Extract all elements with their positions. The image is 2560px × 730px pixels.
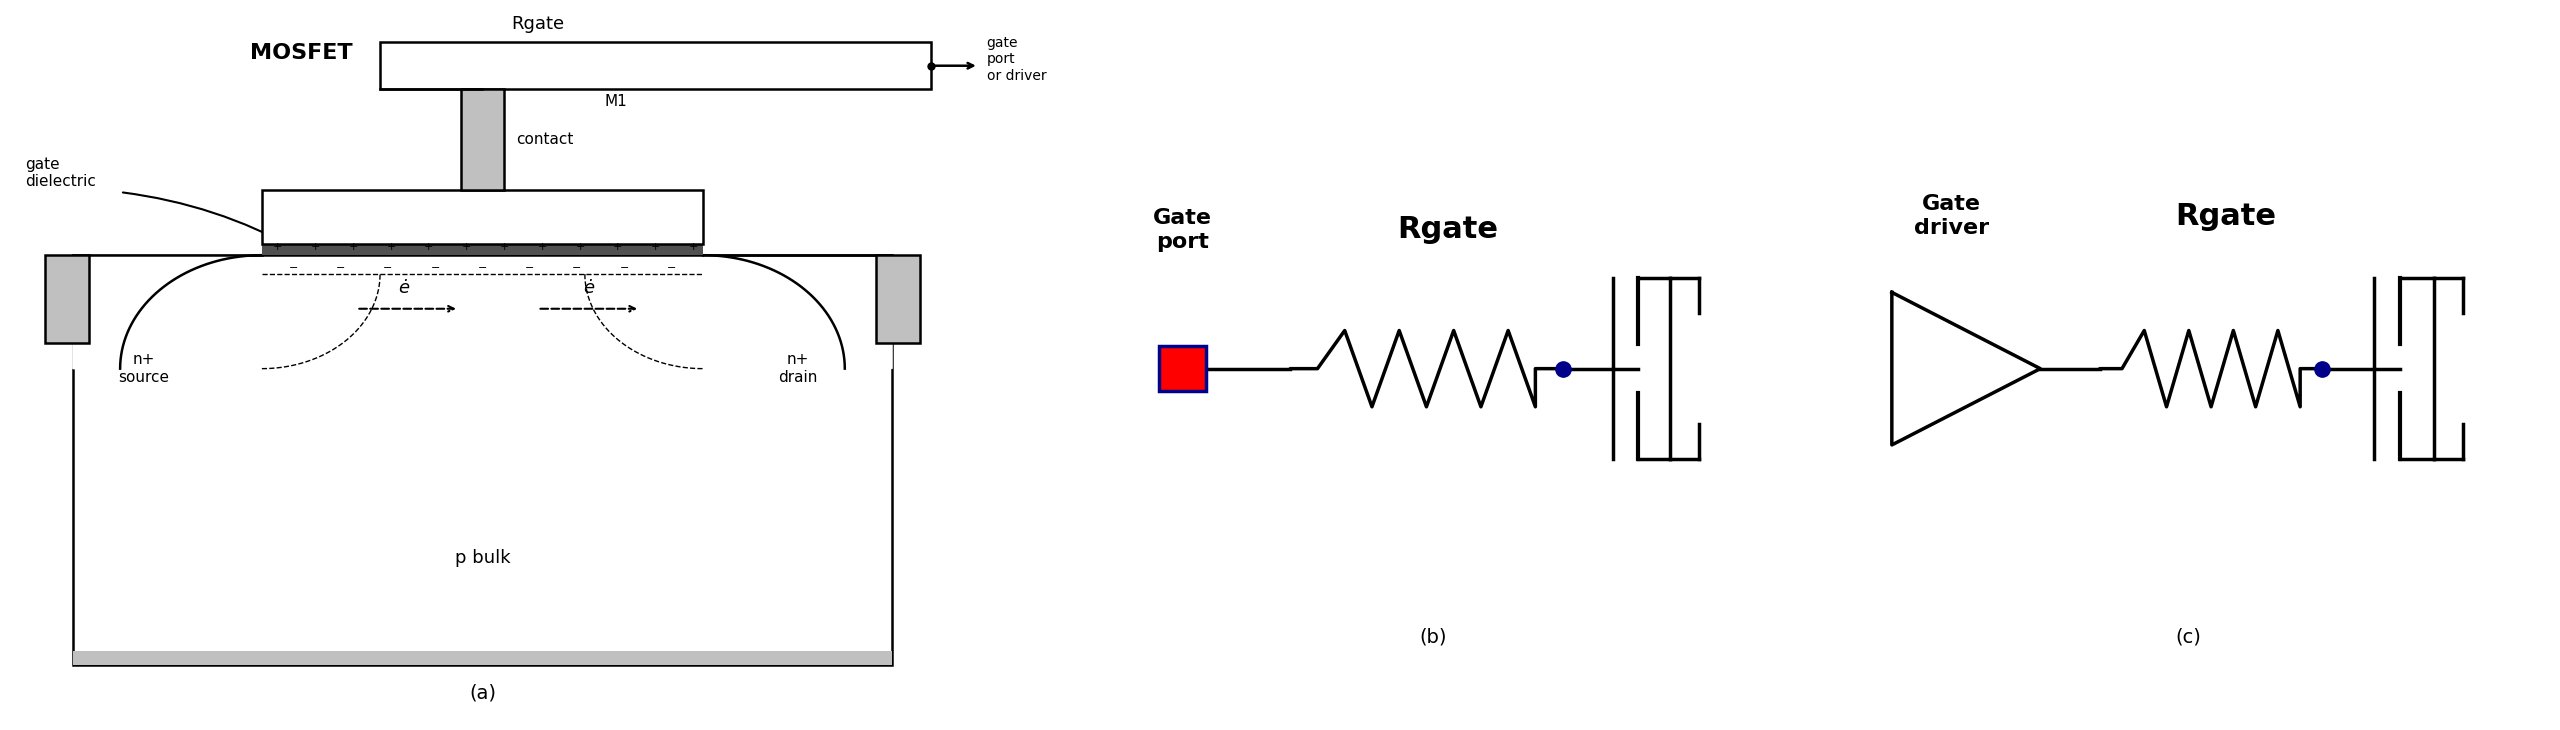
Bar (46, 255, 90, 343)
Bar (72, 255, 891, 665)
Text: Rgate: Rgate (512, 15, 563, 33)
Text: +: + (499, 242, 509, 252)
Text: −: − (479, 263, 486, 273)
Text: n+
drain: n+ drain (778, 353, 817, 385)
Text: (c): (c) (2176, 627, 2202, 646)
Bar (261, 191, 704, 244)
Bar (1160, 346, 1206, 391)
Text: −: − (289, 263, 297, 273)
Text: n+
source: n+ source (118, 353, 169, 385)
Text: −: − (589, 196, 596, 207)
Bar (876, 255, 919, 343)
Text: contact: contact (517, 132, 573, 147)
Text: +: + (310, 242, 320, 252)
Text: Rgate: Rgate (1398, 215, 1498, 245)
Text: Rgate: Rgate (2176, 201, 2276, 231)
Text: −: − (335, 263, 346, 273)
Text: +: + (274, 242, 282, 252)
Text: −: − (430, 263, 440, 273)
Text: +: + (650, 242, 660, 252)
Text: −: − (620, 263, 630, 273)
Text: +: + (538, 242, 548, 252)
Text: −: − (343, 196, 353, 207)
Polygon shape (704, 255, 891, 369)
Text: −: − (384, 263, 392, 273)
Bar (379, 42, 932, 89)
Bar (261, 244, 704, 256)
Bar (461, 89, 504, 191)
Text: ė: ė (399, 280, 410, 297)
Text: (a): (a) (468, 684, 497, 703)
Text: p bulk: p bulk (456, 549, 509, 566)
Text: +: + (689, 242, 699, 252)
Text: Gate
driver: Gate driver (1915, 194, 1989, 238)
Text: Gate
port: Gate port (1152, 208, 1213, 252)
Text: +: + (348, 242, 358, 252)
Text: +: + (461, 242, 471, 252)
Text: MOSFET: MOSFET (251, 43, 353, 64)
Text: gate
port
or driver: gate port or driver (986, 36, 1047, 82)
Text: gate: gate (323, 208, 358, 226)
Text: −: − (525, 263, 535, 273)
Polygon shape (72, 255, 261, 369)
Text: +: + (425, 242, 433, 252)
Text: gate
dielectric: gate dielectric (26, 157, 97, 189)
Bar (72, 651, 891, 665)
Text: (b): (b) (1421, 627, 1446, 646)
Text: ė: ė (584, 280, 594, 297)
Text: M1: M1 (604, 94, 627, 110)
Text: +: + (387, 242, 397, 252)
Text: −: − (666, 263, 676, 273)
Text: +: + (576, 242, 584, 252)
Text: −: − (573, 263, 581, 273)
Text: +: + (614, 242, 622, 252)
